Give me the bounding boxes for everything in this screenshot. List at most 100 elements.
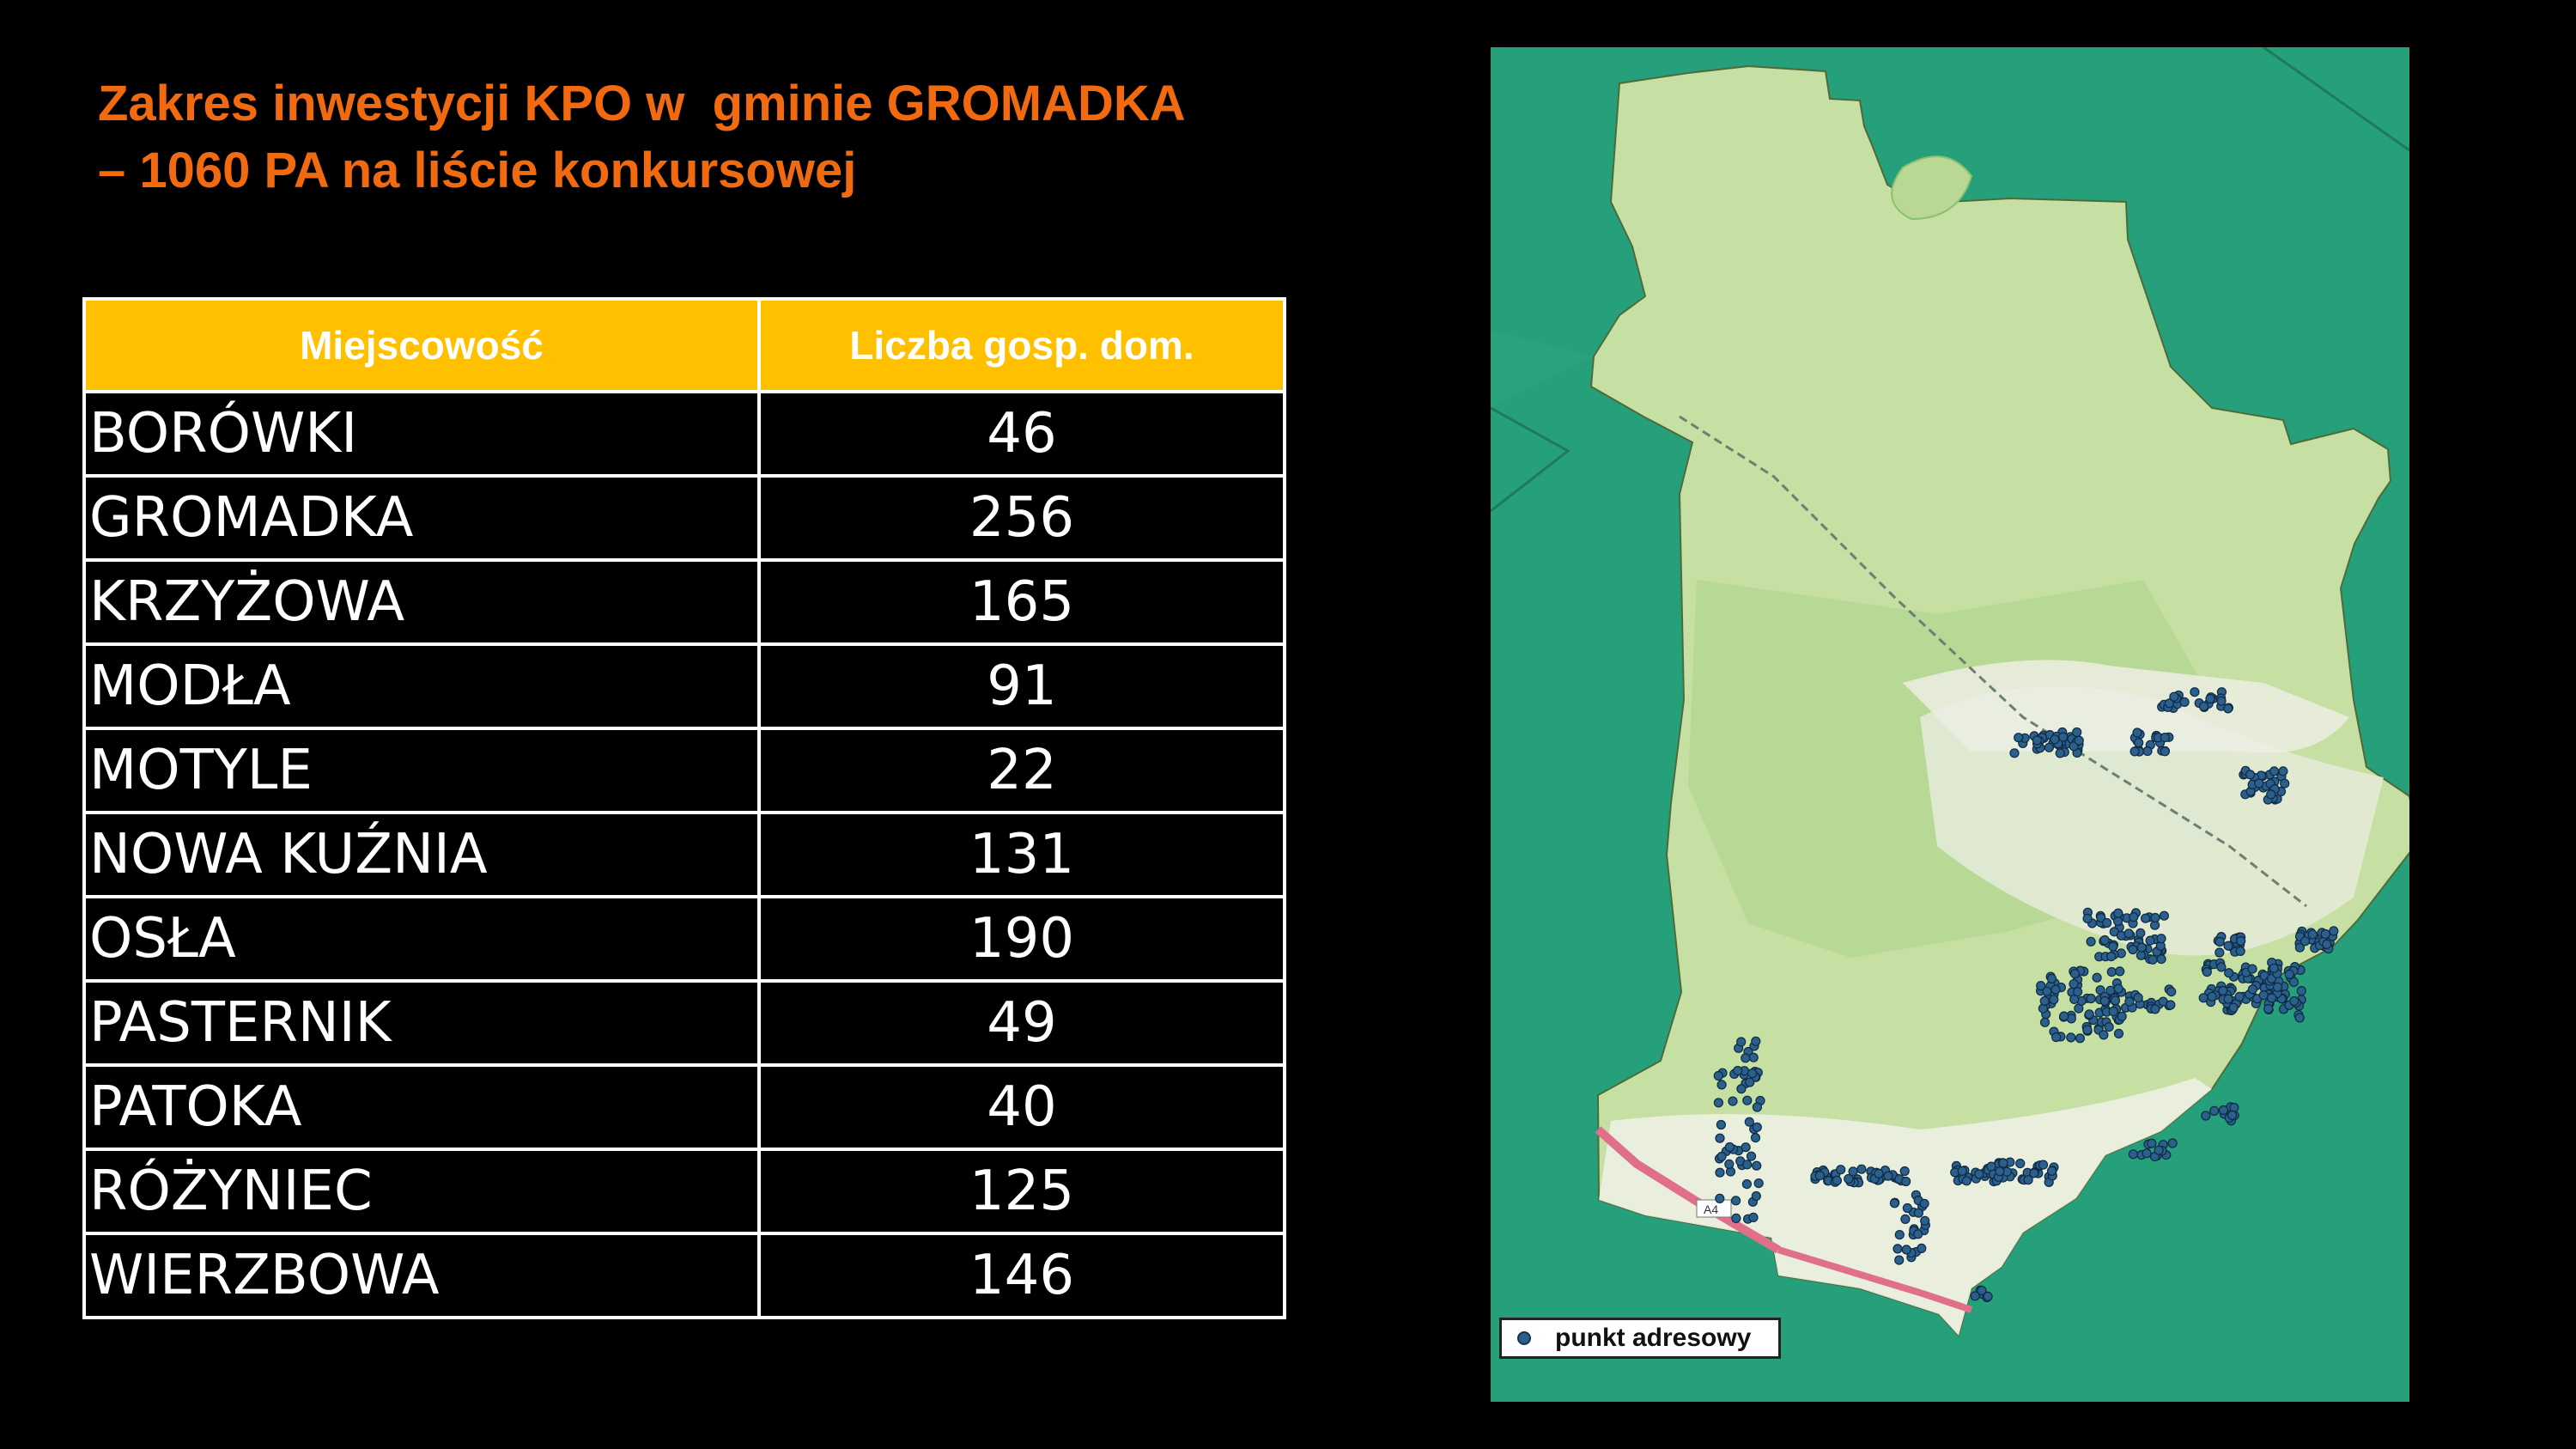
address-point xyxy=(1893,1244,1903,1254)
address-point xyxy=(2307,929,2318,940)
address-point xyxy=(2209,1105,2220,1117)
address-point xyxy=(1713,1070,1723,1081)
address-point xyxy=(2108,1006,2118,1017)
address-point xyxy=(1836,1165,1846,1175)
address-point xyxy=(2218,1105,2229,1116)
address-point xyxy=(1724,1142,1735,1153)
table-row: PATOKA 40 xyxy=(82,1063,1286,1151)
address-point xyxy=(2160,746,2171,757)
address-point xyxy=(2154,1145,2164,1155)
motorway-a4 xyxy=(1595,1126,1781,1254)
address-point xyxy=(2263,1003,2274,1014)
table-row: MODŁA 91 xyxy=(82,642,1286,730)
address-point xyxy=(2148,954,2158,965)
address-point xyxy=(1998,1158,2008,1168)
cell-locality: PASTERNIK xyxy=(82,979,761,1067)
address-point xyxy=(2038,1160,2049,1170)
address-point xyxy=(1889,1198,1899,1209)
table-row: WIERZBOWA 146 xyxy=(82,1232,1286,1319)
address-point xyxy=(1742,1160,1753,1170)
address-point xyxy=(1741,1178,1752,1190)
address-point xyxy=(2278,766,2288,776)
address-point xyxy=(2036,980,2046,991)
address-point xyxy=(1741,1142,1751,1153)
address-point xyxy=(2320,928,2330,940)
address-point xyxy=(2223,941,2233,951)
address-point xyxy=(2106,966,2117,977)
address-point xyxy=(2066,1032,2076,1043)
address-point xyxy=(1894,1255,1905,1265)
address-point xyxy=(2150,912,2160,923)
address-point xyxy=(2296,985,2306,996)
cell-locality: KRZYŻOWA xyxy=(82,558,761,646)
address-point xyxy=(2228,1002,2239,1013)
cell-locality: MODŁA xyxy=(82,642,761,730)
cell-household-count: 91 xyxy=(757,642,1286,730)
address-point xyxy=(2145,935,2155,946)
address-point xyxy=(1883,1171,1893,1181)
neighbour-border xyxy=(1491,406,1571,513)
address-point xyxy=(1986,1161,1996,1172)
address-point xyxy=(2132,728,2142,738)
address-point xyxy=(2128,1149,2139,1160)
address-point xyxy=(2082,1025,2093,1035)
cell-locality: PATOKA xyxy=(82,1063,761,1151)
address-point xyxy=(2156,934,2166,944)
address-point xyxy=(2223,703,2233,714)
address-point xyxy=(2234,991,2245,1002)
address-point xyxy=(2179,697,2190,708)
address-point xyxy=(2266,993,2277,1003)
address-point xyxy=(1901,1245,1911,1255)
railway-line xyxy=(1679,415,2307,908)
address-point xyxy=(1894,1229,1905,1240)
address-point xyxy=(1752,1102,1762,1112)
address-point xyxy=(2150,1004,2160,1014)
cell-locality: GROMADKA xyxy=(82,474,761,562)
address-point xyxy=(1715,1133,1725,1143)
address-point xyxy=(1832,1175,1842,1186)
address-point xyxy=(1957,1166,1967,1177)
address-point xyxy=(2124,996,2135,1007)
address-point xyxy=(1716,1151,1727,1162)
address-point xyxy=(2207,991,2217,1002)
address-point xyxy=(2216,962,2227,972)
address-point xyxy=(2294,1013,2305,1023)
road xyxy=(1777,1246,1973,1313)
address-point xyxy=(2201,1111,2211,1121)
cell-locality: RÓŻYNIEC xyxy=(82,1148,761,1235)
address-point xyxy=(1814,1170,1825,1181)
address-point xyxy=(1920,1215,1930,1226)
table-header-row: Miejscowość Liczba gosp. dom. xyxy=(82,297,1286,393)
address-point xyxy=(1742,1095,1753,1105)
address-point xyxy=(2015,1158,2026,1169)
cell-locality: NOWA KUŹNIA xyxy=(82,811,761,898)
address-point xyxy=(2113,983,2123,994)
address-point xyxy=(2039,995,2050,1007)
address-point xyxy=(2110,995,2121,1006)
address-point xyxy=(2108,941,2118,952)
address-point xyxy=(1745,1077,1755,1087)
address-point xyxy=(2075,1033,2086,1044)
table-row: PASTERNIK 49 xyxy=(82,979,1286,1067)
address-point xyxy=(2029,1168,2039,1178)
address-point xyxy=(1917,1243,1927,1254)
address-point xyxy=(2300,936,2311,947)
address-point xyxy=(2322,939,2332,950)
address-point xyxy=(2247,964,2257,974)
cell-household-count: 40 xyxy=(757,1063,1286,1151)
address-point xyxy=(1961,1176,1971,1186)
table-row: OSŁA 190 xyxy=(82,895,1286,983)
address-points xyxy=(1713,687,2339,1303)
address-point xyxy=(2106,951,2117,962)
address-point xyxy=(2216,696,2227,706)
address-point xyxy=(2205,693,2215,704)
address-point xyxy=(1752,1122,1762,1132)
address-point xyxy=(2044,742,2055,752)
address-point xyxy=(2160,732,2170,743)
households-table: Miejscowość Liczba gosp. dom. BORÓWKI 46 G… xyxy=(82,297,1286,1319)
address-point xyxy=(1736,1037,1747,1047)
address-point xyxy=(1741,1053,1751,1063)
address-point xyxy=(2074,735,2084,746)
address-point xyxy=(2069,968,2081,979)
address-point xyxy=(1974,1169,1984,1179)
